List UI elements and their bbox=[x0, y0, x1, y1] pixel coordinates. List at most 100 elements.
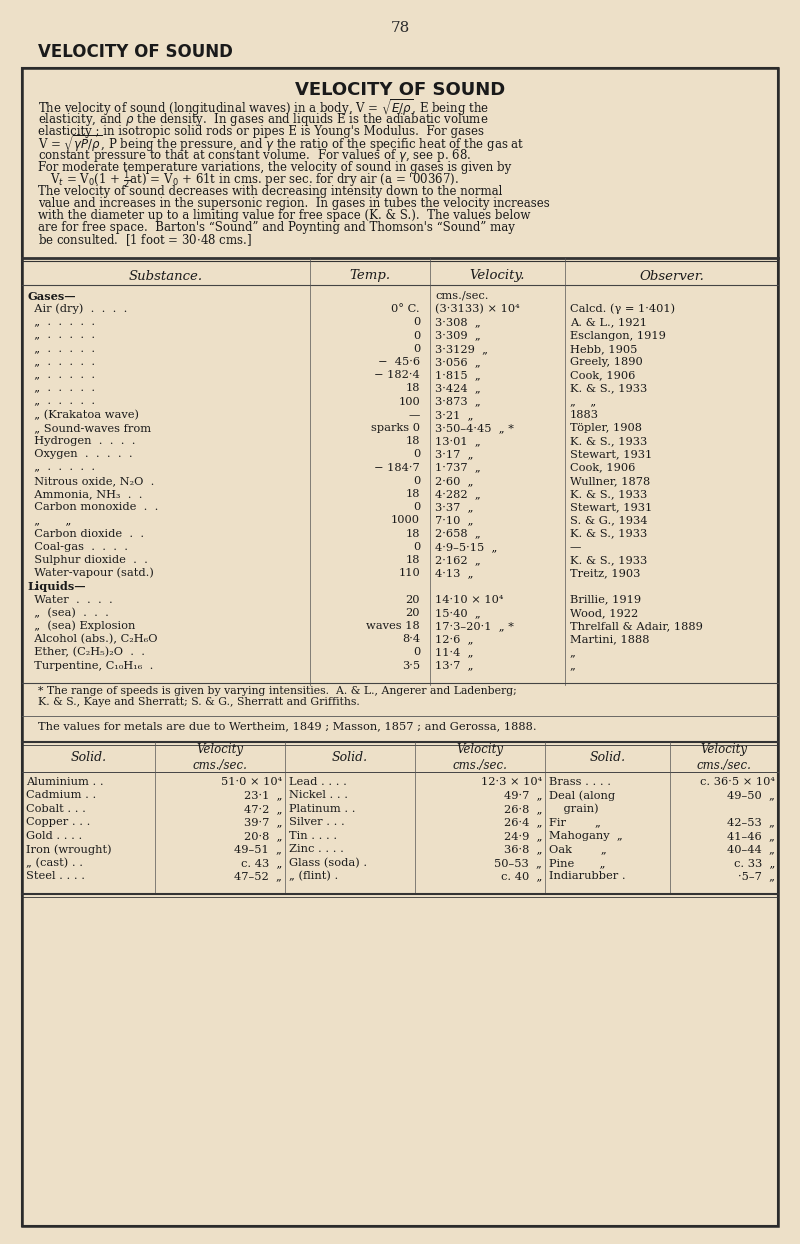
Text: with the diameter up to a limiting value for free space (K. & S.).  The values b: with the diameter up to a limiting value… bbox=[38, 209, 530, 223]
Text: Tin . . . .: Tin . . . . bbox=[289, 831, 337, 841]
Text: 13·7  „: 13·7 „ bbox=[435, 661, 474, 671]
Text: The velocity of sound (longitudinal waves) in a body, V = $\sqrt{E/\rho}$, E bei: The velocity of sound (longitudinal wave… bbox=[38, 97, 489, 118]
Text: Oak        „: Oak „ bbox=[549, 845, 606, 855]
Text: 3·5: 3·5 bbox=[402, 661, 420, 671]
Text: „    „: „ „ bbox=[570, 397, 596, 407]
Text: 47·2  „: 47·2 „ bbox=[243, 804, 282, 814]
Text: 0: 0 bbox=[413, 331, 420, 341]
Text: 18: 18 bbox=[406, 529, 420, 539]
Text: Temp.: Temp. bbox=[350, 270, 390, 282]
Text: c. 36·5 × 10⁴: c. 36·5 × 10⁴ bbox=[700, 776, 775, 786]
Text: K. & S., 1933: K. & S., 1933 bbox=[570, 489, 647, 499]
Text: Ether, (C₂H₅)₂O  .  .: Ether, (C₂H₅)₂O . . bbox=[27, 647, 145, 658]
Text: Hydrogen  .  .  .  .: Hydrogen . . . . bbox=[27, 437, 135, 447]
Text: A. & L., 1921: A. & L., 1921 bbox=[570, 317, 647, 327]
Text: 0: 0 bbox=[413, 542, 420, 552]
Text: S. & G., 1934: S. & G., 1934 bbox=[570, 515, 647, 525]
Text: 3·873  „: 3·873 „ bbox=[435, 397, 481, 407]
Text: 2·658  „: 2·658 „ bbox=[435, 529, 481, 539]
Text: „  .  .  .  .  .: „ . . . . . bbox=[27, 383, 95, 393]
Text: 51·0 × 10⁴: 51·0 × 10⁴ bbox=[221, 776, 282, 786]
Text: Indiarubber .: Indiarubber . bbox=[549, 871, 626, 881]
Text: Gold . . . .: Gold . . . . bbox=[26, 831, 82, 841]
Text: Substance.: Substance. bbox=[129, 270, 203, 282]
Text: „: „ bbox=[570, 647, 576, 657]
Text: Platinum . .: Platinum . . bbox=[289, 804, 355, 814]
Text: Aluminium . .: Aluminium . . bbox=[26, 776, 104, 786]
Text: „  .  .  .  .  .: „ . . . . . bbox=[27, 357, 95, 367]
Text: Silver . . .: Silver . . . bbox=[289, 817, 345, 827]
Text: 3·37  „: 3·37 „ bbox=[435, 503, 474, 513]
Text: * The range of speeds is given by varying intensities.  A. & L., Angerer and Lad: * The range of speeds is given by varyin… bbox=[38, 685, 517, 695]
Text: 11·4  „: 11·4 „ bbox=[435, 647, 474, 657]
Text: —: — bbox=[409, 409, 420, 419]
Text: Wullner, 1878: Wullner, 1878 bbox=[570, 475, 650, 486]
Text: „  .  .  .  .  .: „ . . . . . bbox=[27, 397, 95, 407]
Text: 0: 0 bbox=[413, 647, 420, 657]
Text: 49·7  „: 49·7 „ bbox=[503, 790, 542, 800]
Text: „  (sea)  .  .  .: „ (sea) . . . bbox=[27, 607, 109, 618]
Text: Nitrous oxide, N₂O  .: Nitrous oxide, N₂O . bbox=[27, 475, 154, 486]
Text: 20: 20 bbox=[406, 595, 420, 605]
Text: −  45·6: − 45·6 bbox=[378, 357, 420, 367]
Text: Wood, 1922: Wood, 1922 bbox=[570, 608, 638, 618]
Text: 41–46  „: 41–46 „ bbox=[727, 831, 775, 841]
Text: Brillie, 1919: Brillie, 1919 bbox=[570, 595, 641, 605]
Text: The values for metals are due to Wertheim, 1849 ; Masson, 1857 ; and Gerossa, 18: The values for metals are due to Werthei… bbox=[38, 720, 537, 730]
Text: K. & S., 1933: K. & S., 1933 bbox=[570, 437, 647, 447]
Text: Cadmium . .: Cadmium . . bbox=[26, 790, 96, 800]
Text: grain): grain) bbox=[549, 804, 598, 814]
Text: Oxygen  .  .  .  .  .: Oxygen . . . . . bbox=[27, 449, 133, 459]
Text: elasticity, and $\rho$ the density.  In gases and liquids E is the adiabatic vol: elasticity, and $\rho$ the density. In g… bbox=[38, 112, 489, 128]
Text: K. & S., 1933: K. & S., 1933 bbox=[570, 555, 647, 565]
Text: Carbon dioxide  .  .: Carbon dioxide . . bbox=[27, 529, 144, 539]
Text: 3·21  „: 3·21 „ bbox=[435, 409, 474, 419]
Text: 3·50–4·45  „ *: 3·50–4·45 „ * bbox=[435, 423, 514, 433]
Text: Hebb, 1905: Hebb, 1905 bbox=[570, 343, 638, 353]
Text: Velocity
cms./sec.: Velocity cms./sec. bbox=[193, 744, 247, 773]
Text: Treitz, 1903: Treitz, 1903 bbox=[570, 569, 640, 578]
Text: 18: 18 bbox=[406, 489, 420, 499]
Text: K. & S., 1933: K. & S., 1933 bbox=[570, 529, 647, 539]
Text: Deal (along: Deal (along bbox=[549, 790, 615, 801]
Text: Lead . . . .: Lead . . . . bbox=[289, 776, 347, 786]
Text: Zinc . . . .: Zinc . . . . bbox=[289, 845, 344, 855]
Text: 36·8  „: 36·8 „ bbox=[503, 845, 542, 855]
Text: 0: 0 bbox=[413, 503, 420, 513]
Text: Water-vapour (satd.): Water-vapour (satd.) bbox=[27, 569, 154, 578]
Text: The velocity of sound decreases with decreasing intensity down to the normal: The velocity of sound decreases with dec… bbox=[38, 185, 502, 199]
Text: 23·1  „: 23·1 „ bbox=[243, 790, 282, 800]
Text: constant pressure to that at constant volume.  For values of $\gamma$, see p. 68: constant pressure to that at constant vo… bbox=[38, 148, 471, 164]
Text: 18: 18 bbox=[406, 383, 420, 393]
Text: Cook, 1906: Cook, 1906 bbox=[570, 371, 635, 381]
Text: 3·17  „: 3·17 „ bbox=[435, 449, 474, 459]
Text: 12·3 × 10⁴: 12·3 × 10⁴ bbox=[481, 776, 542, 786]
Text: „  .  .  .  .  .: „ . . . . . bbox=[27, 317, 95, 327]
Text: 26·4  „: 26·4 „ bbox=[503, 817, 542, 827]
Text: 100: 100 bbox=[398, 397, 420, 407]
Text: 18: 18 bbox=[406, 437, 420, 447]
Text: „ (Krakatoa wave): „ (Krakatoa wave) bbox=[27, 409, 139, 420]
Text: 49–51  „: 49–51 „ bbox=[234, 845, 282, 855]
Text: 13·01  „: 13·01 „ bbox=[435, 437, 481, 447]
Text: „  .  .  .  .  .: „ . . . . . bbox=[27, 371, 95, 381]
Text: Steel . . . .: Steel . . . . bbox=[26, 871, 85, 881]
Text: „  .  .  .  .  .: „ . . . . . bbox=[27, 331, 95, 341]
Text: Stewart, 1931: Stewart, 1931 bbox=[570, 449, 652, 459]
FancyBboxPatch shape bbox=[22, 68, 778, 1227]
Text: Töpler, 1908: Töpler, 1908 bbox=[570, 423, 642, 433]
Text: 0° C.: 0° C. bbox=[391, 305, 420, 315]
Text: „ (cast) . .: „ (cast) . . bbox=[26, 857, 83, 868]
Text: „  .  .  .  .  .: „ . . . . . bbox=[27, 463, 95, 473]
Text: Liquids—: Liquids— bbox=[27, 581, 86, 592]
Text: 1000: 1000 bbox=[391, 515, 420, 525]
Text: 78: 78 bbox=[390, 21, 410, 35]
Text: Velocity.: Velocity. bbox=[470, 270, 526, 282]
Text: 20·8  „: 20·8 „ bbox=[243, 831, 282, 841]
Text: 3·424  „: 3·424 „ bbox=[435, 383, 481, 393]
Text: Calcd. (γ = 1·401): Calcd. (γ = 1·401) bbox=[570, 304, 675, 315]
Text: cms./sec.: cms./sec. bbox=[435, 291, 489, 301]
Text: 3·309  „: 3·309 „ bbox=[435, 331, 481, 341]
Text: Cobalt . . .: Cobalt . . . bbox=[26, 804, 86, 814]
Text: 14·10 × 10⁴: 14·10 × 10⁴ bbox=[435, 595, 503, 605]
